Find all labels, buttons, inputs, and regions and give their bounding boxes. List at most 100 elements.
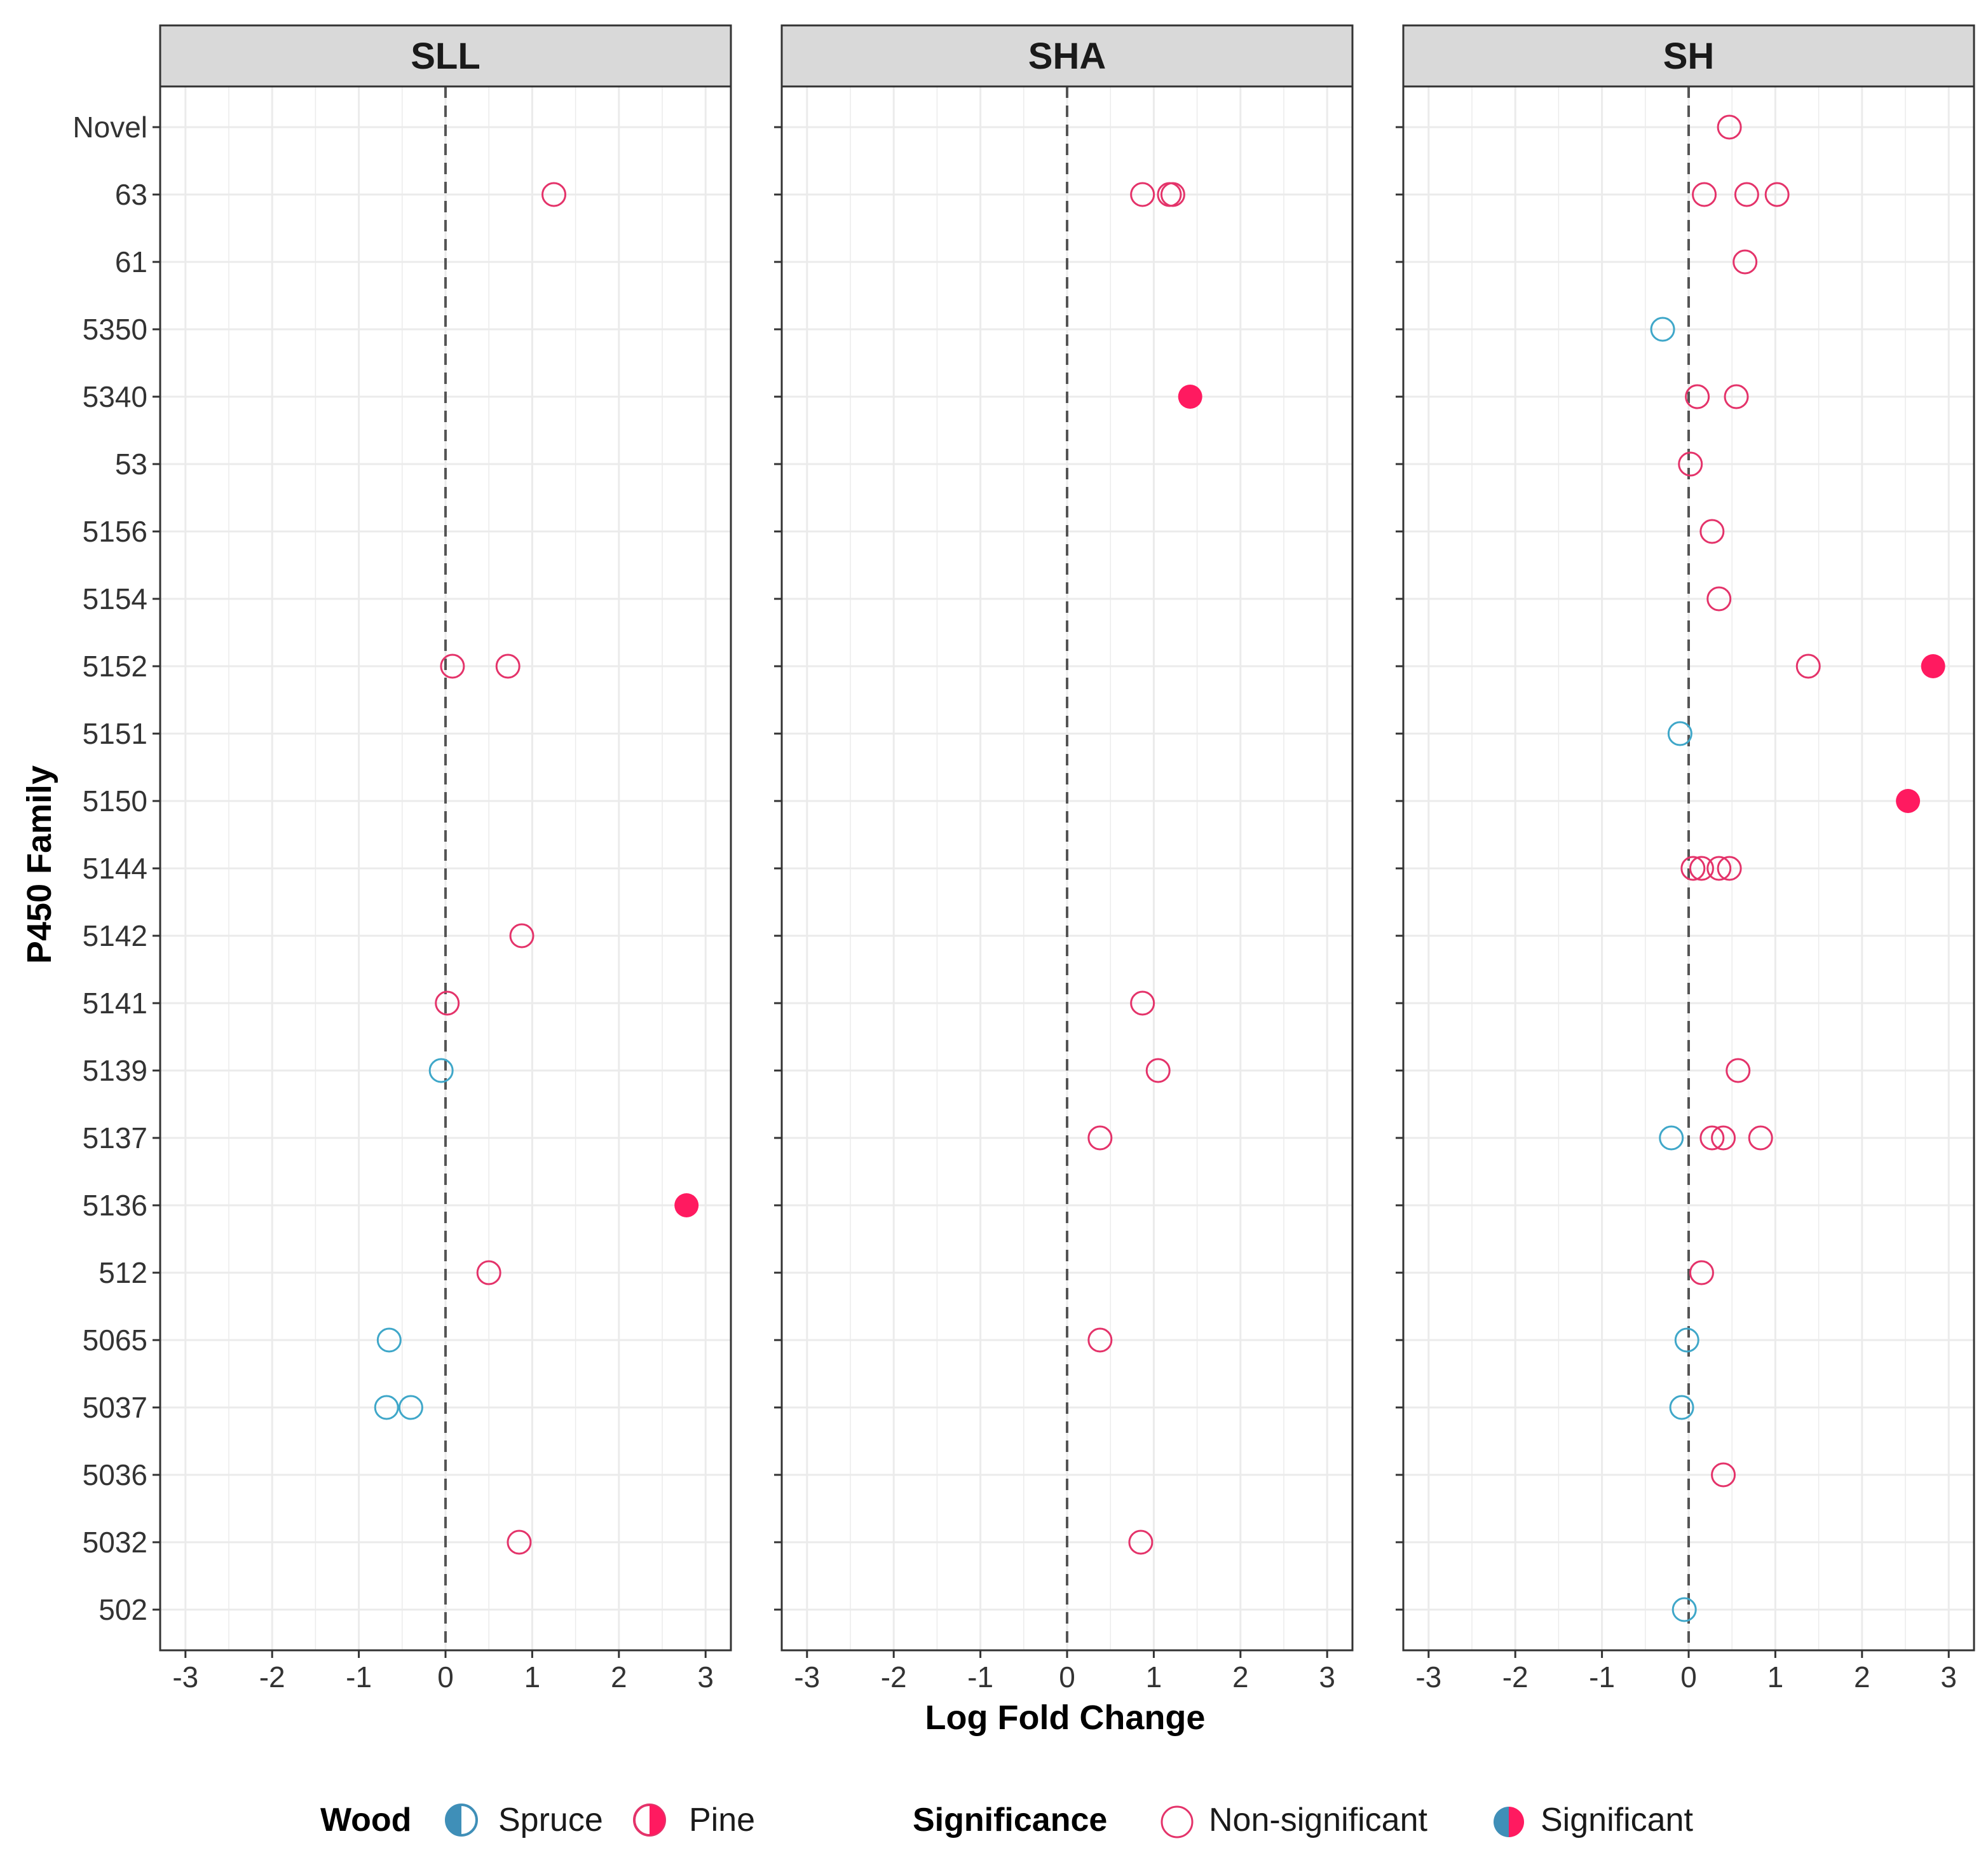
data-point [1680,856,1706,881]
data-point [1659,1125,1684,1151]
y-tick-label: 5154 [83,582,147,615]
y-tick-label: 5065 [83,1324,147,1357]
data-point [1726,1058,1751,1083]
data-point [376,1327,402,1353]
legend-sig-label: Significant [1541,1802,1693,1838]
y-tick-label: Novel [72,111,147,144]
y-tick-label: 5350 [83,313,147,346]
data-point [1674,1327,1699,1353]
data-point [507,1530,532,1555]
data-point [1130,990,1155,1016]
y-tick-label: 5151 [83,717,147,750]
data-point [509,923,534,948]
legend-nonsig-key [1161,1805,1194,1838]
x-tick-label: 2 [1232,1660,1249,1694]
legend-pine-key [633,1804,666,1837]
data-point [1706,856,1732,881]
y-tick-label: 5141 [83,987,147,1020]
x-tick-label: 3 [1940,1660,1957,1694]
data-point [1145,1058,1171,1083]
data-point [1669,1395,1694,1420]
y-tick-label: 5142 [83,919,147,952]
data-point [1706,586,1732,612]
legend-wood-title: Wood [320,1802,411,1838]
data-point [398,1395,423,1420]
data-point-significant [1178,385,1202,409]
data-point [1699,519,1725,544]
x-tick-label: 0 [1059,1660,1075,1694]
data-point [435,990,460,1016]
data-point-significant [1896,789,1921,813]
y-tick-label: 5152 [83,650,147,683]
facet-sh: SH -3 -2 -1 0 1 2 3 [1396,24,1975,1694]
data-point [495,654,521,679]
data-point [541,182,566,207]
x-tick-label: -2 [259,1660,285,1694]
data-point [1128,1530,1154,1555]
data-point [1671,1597,1697,1622]
data-point [1692,182,1717,207]
y-tick-label: 5139 [83,1054,147,1087]
facet-strip [159,24,732,88]
x-tick-label: 2 [611,1660,627,1694]
data-point [476,1260,501,1285]
facet-sll: SLL -3 -2 -1 0 1 2 3 Novel 63 61 5350 5340 53 5156 5154… [72,24,732,1694]
facet-title: SLL [411,36,480,77]
y-tick-label: 512 [99,1256,147,1289]
x-tick-label: -3 [1415,1660,1441,1694]
y-tick-label: 63 [115,178,147,211]
data-point [1130,182,1155,207]
legend-spruce-label: Spruce [498,1802,603,1838]
y-tick-label: 5137 [83,1121,147,1154]
y-axis-title: P450 Family [20,765,58,964]
x-tick-label: -3 [172,1660,198,1694]
y-tick-label: 5037 [83,1391,147,1424]
data-point [1689,1260,1714,1285]
data-point [374,1395,399,1420]
y-tick-label: 5150 [83,784,147,818]
data-point [1087,1125,1113,1151]
data-point-significant [674,1193,699,1217]
x-tick-label: 1 [1767,1660,1784,1694]
y-tick-label: 5136 [83,1189,147,1222]
y-tick-label: 5032 [83,1526,147,1559]
data-point [1160,182,1185,207]
y-tick-label: 61 [115,245,147,278]
x-tick-label: 0 [1680,1660,1697,1694]
x-tick-label: -3 [794,1660,820,1694]
x-tick-label: 0 [437,1660,454,1694]
x-tick-label: 2 [1854,1660,1870,1694]
y-tick-label: 5156 [83,515,147,548]
legend-significance-title: Significance [913,1802,1107,1838]
facet-panels: SLL -3 -2 -1 0 1 2 3 Novel 63 61 5350 5340 53 5156 5154… [72,24,1975,1694]
x-tick-label: 1 [1146,1660,1162,1694]
x-tick-label: 3 [1319,1660,1335,1694]
data-point-significant [1921,654,1945,678]
data-point [1733,249,1758,275]
data-point [1685,384,1710,409]
data-point [1711,1462,1736,1488]
legend-sig-key [1494,1807,1524,1837]
x-tick-label: -2 [881,1660,907,1694]
facet-title: SHA [1028,36,1106,77]
facet-strip [780,24,1354,88]
y-tick-label: 5340 [83,380,147,413]
x-tick-label: -1 [1589,1660,1615,1694]
y-tick-label: 5036 [83,1458,147,1491]
legend-nonsig-label: Non-significant [1209,1802,1427,1838]
x-tick-label: 1 [524,1660,541,1694]
data-point [1667,721,1692,746]
data-point [1724,384,1749,409]
data-point [1689,856,1714,881]
facet-title: SH [1663,36,1715,77]
data-point [1678,451,1703,477]
data-point [1734,182,1759,207]
y-tick-label: 502 [99,1593,147,1626]
data-point [440,654,465,679]
legend: Wood Spruce Pine Significance Non-signif… [320,1802,1693,1838]
legend-pine-label: Pine [689,1802,755,1838]
x-tick-label: -2 [1502,1660,1528,1694]
y-tick-label: 53 [115,448,147,481]
data-point [1764,182,1790,207]
